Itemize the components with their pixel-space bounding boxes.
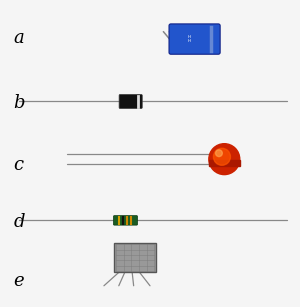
Text: H
H: H H <box>188 35 190 43</box>
FancyBboxPatch shape <box>209 160 240 166</box>
Circle shape <box>216 150 222 157</box>
Circle shape <box>209 144 240 175</box>
FancyBboxPatch shape <box>113 216 137 225</box>
Text: c: c <box>13 156 23 174</box>
Text: d: d <box>13 213 25 231</box>
Text: a: a <box>13 29 24 47</box>
FancyBboxPatch shape <box>119 94 142 109</box>
Text: e: e <box>13 272 24 290</box>
FancyBboxPatch shape <box>169 24 220 54</box>
Circle shape <box>213 148 230 165</box>
Text: b: b <box>13 94 25 112</box>
FancyBboxPatch shape <box>114 243 156 272</box>
